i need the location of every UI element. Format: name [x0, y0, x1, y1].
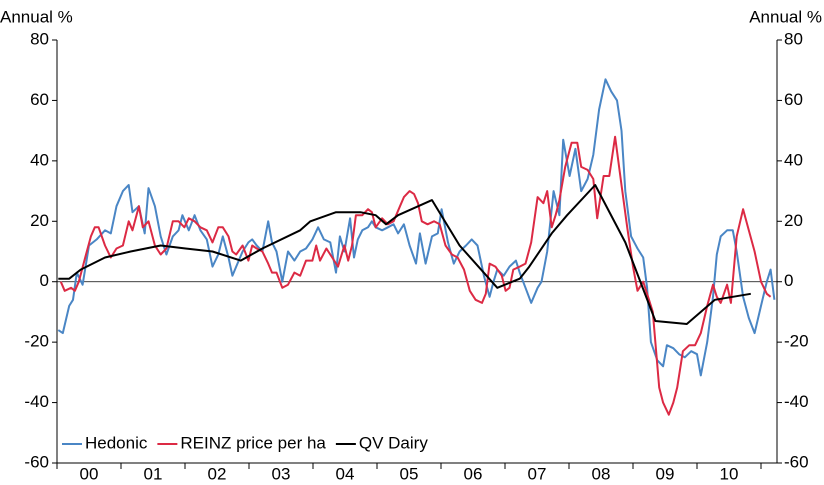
data-line: [57, 78, 776, 377]
data-line: [59, 135, 772, 416]
x-tick-label: 03: [272, 464, 291, 483]
y-tick-label: 80: [30, 29, 49, 48]
y-tick-label: 60: [30, 90, 49, 109]
x-tick-label: 05: [400, 464, 419, 483]
x-tick-label: 06: [464, 464, 483, 483]
legend-label: QV Dairy: [359, 433, 428, 452]
x-tick-label: 07: [528, 464, 547, 483]
y2-tick-label: 40: [784, 150, 803, 169]
x-tick-label: 04: [336, 464, 355, 483]
y-tick-label: -60: [24, 452, 49, 471]
x-tick-label: 10: [720, 464, 739, 483]
x-tick-label: 09: [656, 464, 675, 483]
y-tick-label: -40: [24, 392, 49, 411]
y-tick-label: 20: [30, 211, 49, 230]
data-line: [58, 184, 751, 325]
x-tick-label: 01: [144, 464, 163, 483]
y2-tick-label: 0: [784, 271, 793, 290]
y2-tick-label: 20: [784, 211, 803, 230]
y2-tick-label: -40: [784, 392, 809, 411]
y2-tick-label: -60: [784, 452, 809, 471]
x-tick-label: 08: [592, 464, 611, 483]
y2-tick-label: 80: [784, 29, 803, 48]
x-tick-label: 00: [80, 464, 99, 483]
y-tick-label: 0: [40, 271, 49, 290]
x-tick-label: 02: [208, 464, 227, 483]
y2-tick-label: -20: [784, 332, 809, 351]
y-tick-label: 40: [30, 150, 49, 169]
legend-label: Hedonic: [85, 433, 148, 452]
y2-tick-label: 60: [784, 90, 803, 109]
legend-label: REINZ price per ha: [180, 433, 326, 452]
y2-axis-label: Annual %: [749, 7, 822, 26]
y-axis-label: Annual %: [0, 7, 73, 26]
y-tick-label: -20: [24, 332, 49, 351]
